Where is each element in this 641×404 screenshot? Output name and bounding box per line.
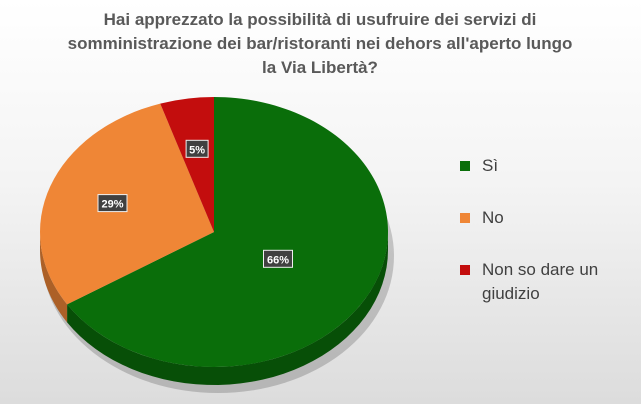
legend-item-non-so[interactable]: Non so dare un giudizio [458,258,632,306]
legend-swatch [460,265,470,275]
chart-title: Hai apprezzato la possibilità di usufrui… [67,10,573,77]
pie-side-0 [67,232,388,385]
data-label-0: 66% [263,249,293,268]
data-label-text: 29% [101,199,123,211]
legend-swatch [460,161,470,171]
data-label-text: 5% [189,144,205,156]
data-label-box [263,249,293,268]
legend-label: No [482,208,504,227]
data-label-box [97,194,128,213]
pie-slice-0 [67,97,389,367]
pie-side-1 [40,232,68,323]
data-label-1: 29% [97,194,128,213]
legend-label: Non so dare un giudizio [482,260,599,303]
legend-label: Sì [482,156,499,175]
data-label-2: 5% [185,139,209,158]
legend-swatch [460,213,470,223]
data-label-text: 66% [267,254,289,266]
data-label-box [185,139,209,158]
pie-slice-2 [160,97,214,232]
legend-item-si[interactable]: Sì [458,154,498,178]
legend-item-no[interactable]: No [458,206,504,230]
